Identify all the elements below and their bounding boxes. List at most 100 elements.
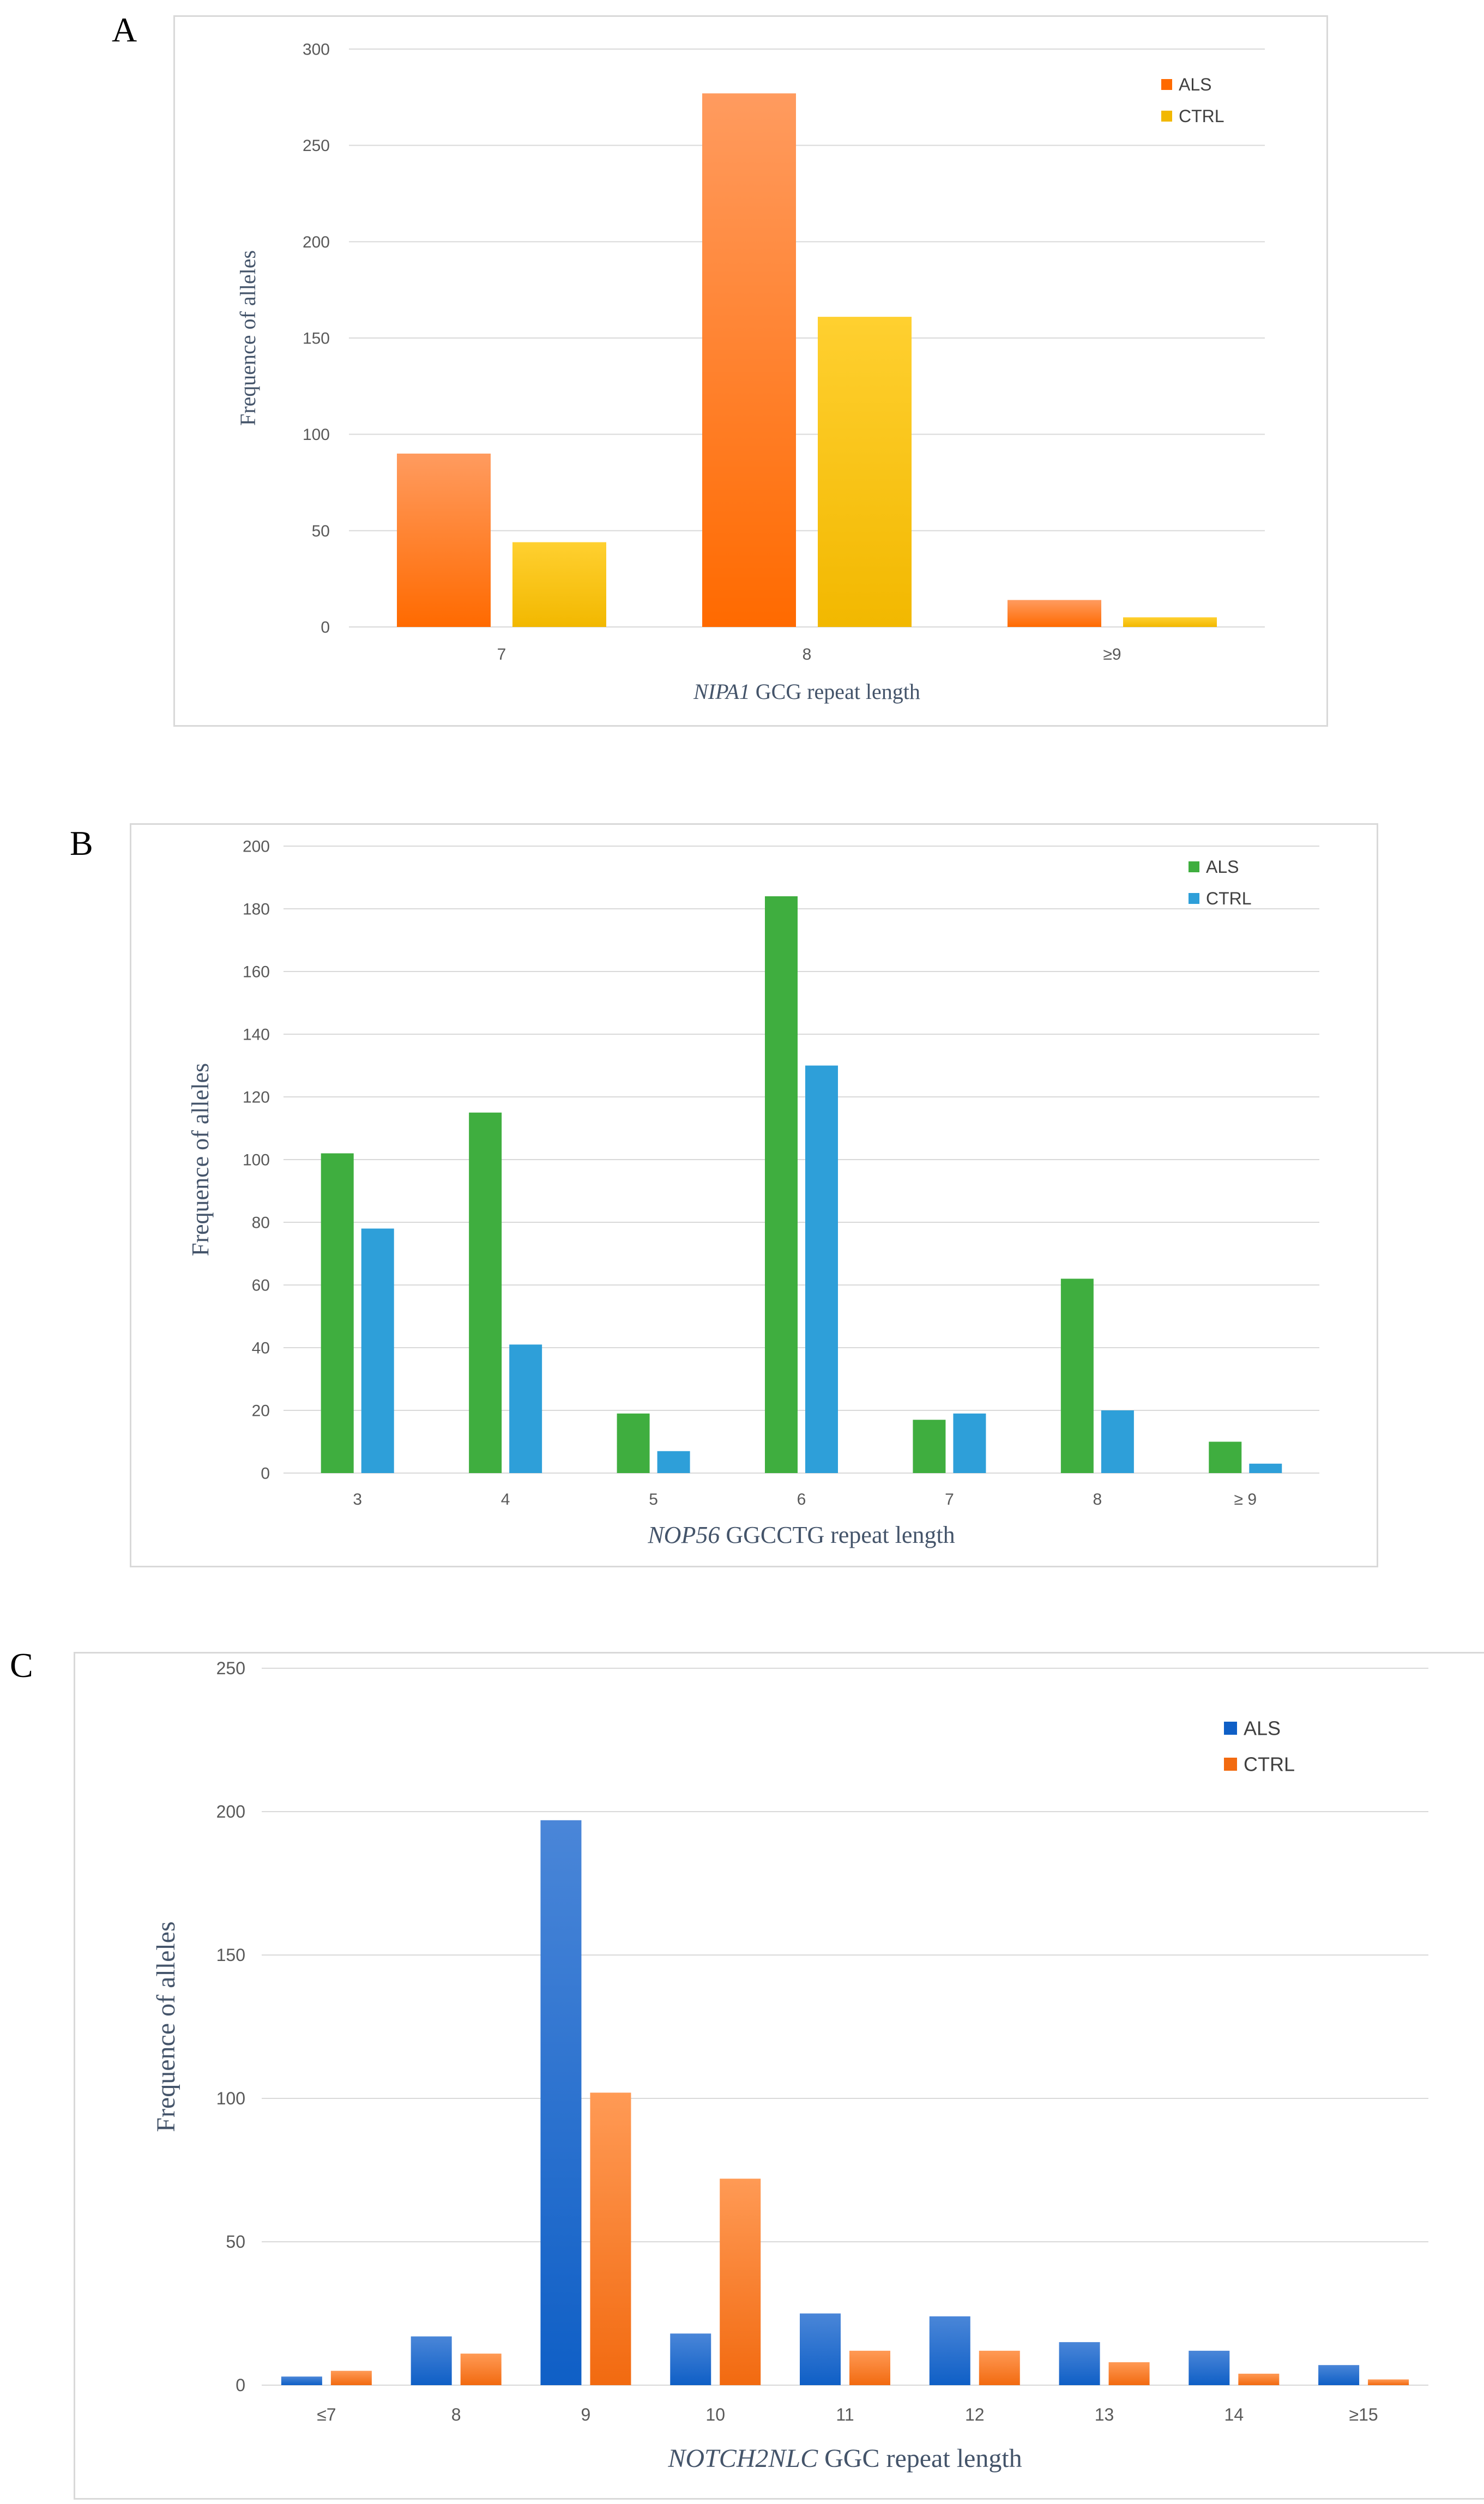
bar-als-0 [321,1153,354,1473]
x-tick-label: ≥ 9 [1234,1491,1257,1509]
bar-als-3 [765,896,798,1473]
x-axis-title-rest: GGC repeat length [818,2444,1022,2473]
bar-ctrl-5 [979,2350,1020,2385]
bar-ctrl-0 [330,2370,372,2385]
y-tick-label: 80 [252,1214,270,1232]
x-tick-label: 3 [353,1491,362,1509]
bar-ctrl-8 [1368,2379,1409,2385]
y-tick-label: 300 [303,41,330,59]
bar-ctrl-7 [1238,2373,1280,2385]
legend-swatch-als [1161,79,1172,90]
bar-ctrl-1 [509,1344,542,1473]
bar-als-1 [411,2336,452,2385]
y-tick-label: 250 [216,1658,245,1678]
y-tick-label: 100 [216,2089,245,2108]
legend-swatch-als [1189,861,1199,872]
bar-als-2 [617,1413,650,1473]
legend-label-als: ALS [1244,1717,1281,1740]
bar-ctrl-2 [1123,617,1217,627]
y-tick-label: 150 [216,1945,245,1965]
chart-box-a [173,15,1328,727]
x-tick-label: 9 [581,2405,591,2424]
bar-ctrl-2 [590,2092,631,2385]
bar-ctrl-4 [849,2350,890,2385]
legend-label-ctrl: CTRL [1206,889,1252,908]
bar-ctrl-0 [512,542,606,627]
panel-letter-a: A [112,10,137,49]
legend-swatch-ctrl [1161,111,1172,122]
x-tick-label: 14 [1224,2405,1244,2424]
bar-als-6 [1209,1441,1242,1473]
y-tick-label: 0 [261,1465,270,1483]
x-axis-title-gene: NIPA1 [693,679,750,704]
y-tick-label: 120 [243,1089,270,1107]
bar-als-2 [540,1820,582,2385]
legend-label-ctrl: CTRL [1179,106,1224,126]
y-tick-label: 180 [243,901,270,919]
chart-box-c [74,1652,1484,2500]
panel-letter-c: C [10,1646,33,1685]
x-axis-title-gene: NOP56 [647,1522,720,1548]
legend-swatch-ctrl [1189,893,1199,904]
y-tick-label: 20 [252,1402,270,1420]
x-tick-label: ≥9 [1103,645,1121,663]
y-tick-label: 140 [243,1026,270,1044]
x-tick-label: ≤7 [317,2405,336,2424]
y-tick-label: 200 [216,1802,245,1821]
y-tick-label: 0 [236,2375,245,2395]
legend-label-ctrl: CTRL [1244,1753,1295,1776]
bar-ctrl-4 [953,1413,986,1473]
bar-als-4 [800,2313,841,2385]
y-tick-label: 50 [226,2232,245,2252]
legend-label-als: ALS [1179,75,1211,94]
bar-als-1 [702,93,796,627]
x-axis-title-gene: NOTCH2NLC [667,2444,818,2473]
x-tick-label: 10 [705,2405,725,2424]
bar-als-5 [929,2316,970,2385]
bar-als-5 [1060,1278,1094,1473]
x-axis-title: NOTCH2NLC GGC repeat length [667,2444,1022,2473]
bar-ctrl-5 [1101,1410,1134,1473]
bar-als-2 [1008,600,1101,627]
legend-swatch-als [1224,1722,1237,1735]
bar-als-0 [397,454,491,627]
y-tick-label: 100 [303,426,330,444]
x-tick-label: 7 [945,1491,954,1509]
x-tick-label: 6 [797,1491,806,1509]
y-tick-label: 200 [303,233,330,251]
bar-ctrl-3 [720,2179,761,2385]
x-tick-label: ≥15 [1349,2405,1378,2424]
x-tick-label: 7 [497,645,506,663]
bar-als-7 [1189,2350,1230,2385]
bar-als-6 [1059,2342,1100,2385]
y-axis-title: Frequence of alleles [236,250,260,426]
x-tick-label: 13 [1095,2405,1114,2424]
x-tick-label: 4 [501,1491,510,1509]
y-axis-title: Frequence of alleles [152,1921,180,2132]
legend-label-als: ALS [1206,857,1239,877]
bar-ctrl-6 [1249,1463,1282,1473]
y-tick-label: 250 [303,137,330,155]
bar-ctrl-1 [818,317,912,627]
bar-ctrl-2 [657,1451,690,1473]
bar-ctrl-1 [460,2354,502,2385]
x-axis-title: NOP56 GGCCTG repeat length [647,1522,955,1548]
x-tick-label: 8 [1093,1491,1102,1509]
y-tick-label: 60 [252,1277,270,1295]
bar-ctrl-0 [361,1228,394,1473]
legend-swatch-ctrl [1224,1758,1237,1771]
y-axis-title: Frequence of alleles [187,1063,214,1256]
x-axis-title: NIPA1 GCG repeat length [693,679,920,704]
chart-box-b [130,823,1378,1567]
bar-als-4 [913,1420,946,1473]
bar-ctrl-3 [805,1065,838,1473]
y-tick-label: 100 [243,1151,270,1169]
x-axis-title-rest: GCG repeat length [750,679,920,704]
bar-als-3 [670,2333,711,2385]
y-tick-label: 50 [312,522,330,540]
bar-als-8 [1318,2365,1360,2385]
x-tick-label: 12 [965,2405,985,2424]
